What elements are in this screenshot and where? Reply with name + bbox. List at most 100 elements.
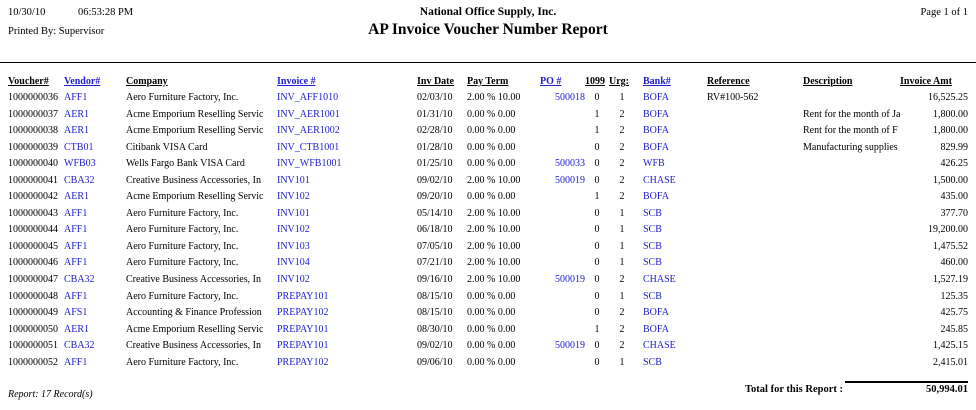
cell-pay_term: 2.00 % 10.00 [467,92,521,103]
cell-reference [695,140,795,157]
total-amount: 50,994.01 [926,384,968,395]
cell-description [795,289,900,306]
cell-amount: 1,475.52 [933,240,968,252]
cell-invoice: PREPAY102 [277,356,329,368]
column-header-bank: Bank# [643,76,671,87]
cell-bank: BOFA [643,125,669,137]
cell-po [540,255,585,272]
column-header-reference: Reference [707,76,750,87]
cell-amount: 1,800.00 [933,125,968,137]
cell-reference [695,305,795,322]
cell-x1099: 0 [594,224,600,236]
cell-company: Wells Fargo Bank VISA Card [126,158,245,170]
cell-voucher: 1000000045 [8,240,58,252]
column-header-voucher: Voucher# [8,76,49,87]
cell-po [540,289,585,306]
cell-amount: 16,525.25 [928,92,968,103]
cell-po: 500019 [555,340,585,352]
cell-voucher: 1000000050 [8,323,58,335]
print-time: 06:53:28 PM [78,7,134,18]
cell-company: Aero Furniture Factory, Inc. [126,240,239,252]
cell-bank: WFB [643,158,665,170]
cell-x1099: 0 [594,92,600,103]
cell-company: Creative Business Accessories, In [126,340,261,352]
cell-invoice: INV_AER1001 [277,108,340,120]
cell-pay_term: 0.00 % 0.00 [467,290,516,302]
cell-invoice: INV_CTB1001 [277,141,340,153]
cell-inv_date: 05/14/10 [417,207,453,219]
cell-description [795,305,900,322]
cell-inv_date: 01/25/10 [417,158,453,170]
cell-voucher: 1000000041 [8,174,58,186]
cell-inv_date: 09/20/10 [417,191,453,203]
cell-description [795,322,900,339]
cell-x1099: 1 [594,125,600,137]
cell-inv_date: 02/03/10 [417,92,453,103]
cell-po [540,305,585,322]
cell-inv_date: 08/15/10 [417,290,453,302]
cell-reference [695,355,795,372]
cell-vendor: AFS1 [64,307,88,319]
cell-company: Aero Furniture Factory, Inc. [126,257,239,269]
table-row: 1000000046 AFF1 Aero Furniture Factory, In… [8,255,968,272]
cell-x1099: 0 [594,141,600,153]
cell-pay_term: 2.00 % 10.00 [467,174,521,186]
cell-vendor: AFF1 [64,92,88,103]
table-body: 1000000036 AFF1 Aero Furniture Factory, In… [8,90,968,371]
cell-po [540,355,585,372]
cell-description [795,90,900,107]
cell-vendor: AER1 [64,323,89,335]
cell-vendor: AFF1 [64,257,88,269]
cell-reference [695,322,795,339]
cell-pay_term: 0.00 % 0.00 [467,141,516,153]
cell-bank: SCB [643,240,662,252]
column-header-inv_date: Inv Date [417,76,454,87]
cell-description: Rent for the month of F [803,125,898,137]
cell-po [540,322,585,339]
cell-pay_term: 0.00 % 0.00 [467,158,516,170]
cell-company: Aero Furniture Factory, Inc. [126,92,239,103]
cell-description [795,173,900,190]
cell-bank: BOFA [643,191,669,203]
table-row: 1000000052 AFF1 Aero Furniture Factory, In… [8,355,968,372]
cell-company: Aero Furniture Factory, Inc. [126,207,239,219]
invoice-voucher-table: Voucher# Vendor# Company Invoice # Inv Date P… [8,70,968,371]
cell-po [540,189,585,206]
cell-company: Accounting & Finance Profession [126,307,262,319]
cell-urg: 2 [619,158,625,170]
cell-company: Creative Business Accessories, In [126,274,261,286]
cell-invoice: INV_AER1002 [277,125,340,137]
table-row: 1000000051 CBA32 Creative Business Accesso… [8,338,968,355]
cell-inv_date: 09/02/10 [417,174,453,186]
cell-urg: 2 [619,174,625,186]
cell-company: Aero Furniture Factory, Inc. [126,290,239,302]
cell-bank: CHASE [643,274,676,286]
cell-po: 500019 [555,274,585,286]
cell-pay_term: 0.00 % 0.00 [467,108,516,120]
header-row: Voucher# Vendor# Company Invoice # Inv Date P… [8,70,968,90]
cell-urg: 1 [619,240,625,252]
cell-x1099: 0 [594,340,600,352]
column-header-x1099: 1099 [585,76,605,87]
table-row: 1000000037 AER1 Acme Emporium Reselling Se… [8,107,968,124]
cell-reference: RV#100-562 [707,92,759,103]
cell-pay_term: 0.00 % 0.00 [467,340,516,352]
cell-x1099: 0 [594,207,600,219]
table-row: 1000000045 AFF1 Aero Furniture Factory, In… [8,239,968,256]
cell-reference [695,239,795,256]
cell-bank: BOFA [643,307,669,319]
cell-description [795,189,900,206]
cell-bank: SCB [643,290,662,302]
cell-amount: 2,415.01 [933,356,968,368]
total-label: Total for this Report : [745,384,843,395]
cell-vendor: AFF1 [64,224,88,236]
cell-bank: SCB [643,207,662,219]
column-header-vendor: Vendor# [64,76,101,87]
cell-urg: 1 [619,290,625,302]
cell-amount: 426.25 [940,158,969,170]
cell-inv_date: 09/06/10 [417,356,453,368]
cell-bank: SCB [643,224,662,236]
cell-invoice: INV101 [277,174,310,186]
cell-invoice: INV103 [277,240,310,252]
